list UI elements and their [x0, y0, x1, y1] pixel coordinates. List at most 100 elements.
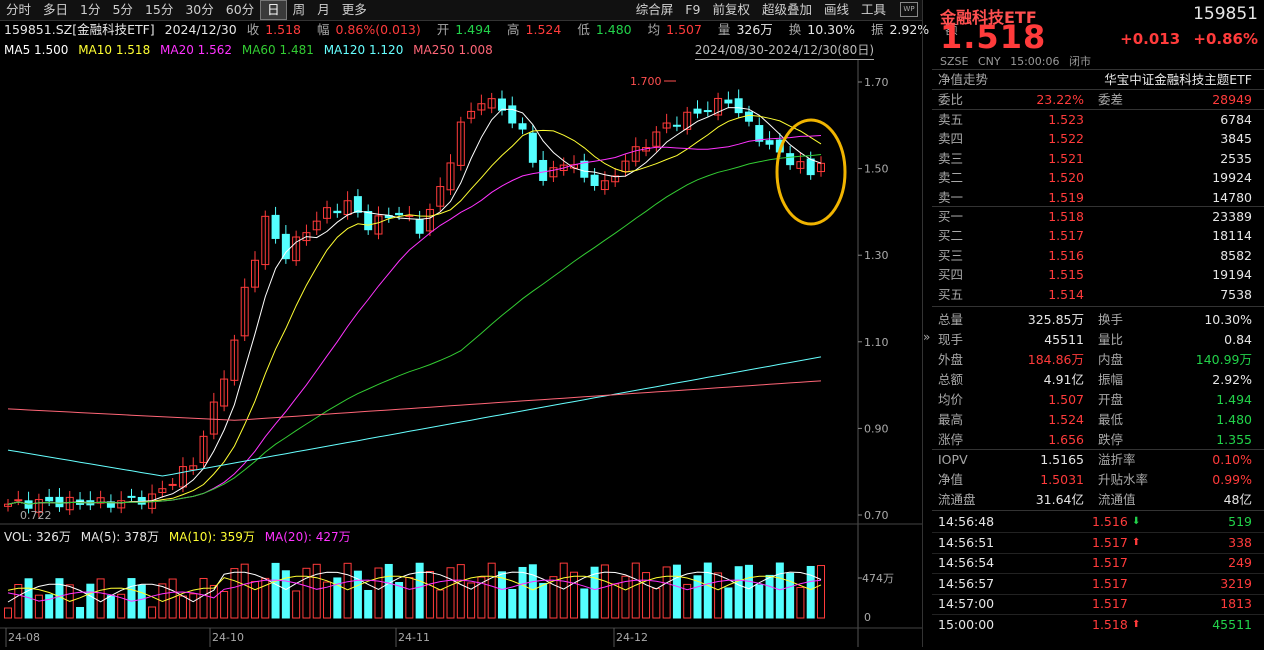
- period-tab[interactable]: 5分: [112, 2, 133, 17]
- candle-body: [425, 208, 434, 232]
- period-tab[interactable]: 更多: [341, 2, 367, 17]
- period-tab[interactable]: 1分: [80, 2, 101, 17]
- period-tab[interactable]: 月: [317, 2, 330, 17]
- kline-chart-area[interactable]: 1.70 1.50 1.30 1.10 0.90 0.70 474万 0 24-08 24-10 2…: [0, 60, 922, 647]
- candle-body: [539, 159, 548, 181]
- volume-bar: [220, 590, 229, 619]
- tick-volume: 519: [1228, 514, 1252, 529]
- volume-bar: [518, 566, 527, 619]
- candle-body: [724, 99, 733, 104]
- volume-bar: [137, 584, 146, 619]
- candle-body: [323, 207, 332, 219]
- highlight-circle: [775, 118, 847, 226]
- index-name: 华宝中证金融科技主题ETF: [1104, 72, 1252, 87]
- volume-legend: VOL: 326万 MA(5): 378万 MA(10): 359万 MA(20…: [4, 528, 357, 545]
- expand-chevron-icon[interactable]: »: [923, 330, 931, 344]
- candle-body: [714, 97, 723, 116]
- etf-stat-value: 1.5165: [1040, 452, 1084, 467]
- candle-body: [590, 174, 599, 186]
- toolbar-button[interactable]: 超级叠加: [761, 2, 812, 17]
- candle-body: [240, 286, 249, 337]
- wp-logo-icon[interactable]: WP: [900, 2, 918, 17]
- volume-bar: [652, 587, 661, 619]
- ask-price: 1.519: [1048, 189, 1084, 205]
- volume-bar: [436, 589, 445, 619]
- period-tab[interactable]: 多日: [43, 2, 69, 17]
- candle-body: [199, 435, 208, 463]
- nav-title[interactable]: 净值走势: [938, 72, 989, 87]
- volume-bar: [817, 565, 825, 619]
- kline-chart-svg[interactable]: 1.70 1.50 1.30 1.10 0.90 0.70 474万 0 24-08 24-10 2…: [0, 60, 922, 647]
- candle-body: [467, 110, 476, 119]
- tick-time: 14:56:51: [938, 534, 995, 550]
- candle-body: [333, 210, 342, 214]
- candle-body: [446, 162, 455, 191]
- volume-bar: [714, 572, 723, 619]
- volume-bar: [127, 578, 136, 619]
- bid-label: 买三: [938, 247, 964, 263]
- ask-volume: 14780: [1212, 189, 1252, 205]
- candle-body: [477, 103, 486, 111]
- volume-bar: [405, 577, 414, 619]
- volume-bar: [775, 562, 784, 619]
- candle-body: [312, 220, 321, 231]
- tick-volume: 338: [1228, 534, 1252, 550]
- bid-row: 买五 1.514 7538: [932, 285, 1264, 304]
- candle-body: [374, 215, 383, 235]
- period-tab[interactable]: 分时: [6, 2, 32, 17]
- volume-bar: [281, 570, 290, 619]
- bid-label: 买五: [938, 286, 964, 302]
- candle-body: [45, 496, 54, 502]
- ask-price: 1.523: [1048, 112, 1084, 127]
- etf-stat-value: 0.10%: [1212, 452, 1252, 467]
- candle-body: [168, 483, 177, 486]
- tick-time: 15:00:00: [938, 616, 995, 632]
- ask-row: 卖五 1.523 6784: [932, 110, 1264, 129]
- toolbar-button[interactable]: 综合屏: [635, 2, 674, 17]
- bid-price: 1.517: [1048, 228, 1084, 244]
- volume-bar: [734, 566, 743, 619]
- arrow-up-icon: ⬆: [1132, 536, 1141, 548]
- ma5-line: [7, 107, 822, 505]
- volume-bar: [786, 572, 795, 619]
- ask-row: 卖一 1.519 14780: [932, 188, 1264, 207]
- time: 15:00:06: [1010, 55, 1060, 68]
- market-meta: SZSE CNY 15:00:06 闭市: [940, 53, 1097, 69]
- date-range-label[interactable]: 2024/08/30-2024/12/30(80日): [694, 41, 874, 60]
- toolbar-button[interactable]: 画线: [823, 2, 849, 17]
- tick-volume: 3219: [1220, 575, 1252, 591]
- toolbar-button[interactable]: 前复权: [712, 2, 750, 17]
- candle-body: [528, 132, 537, 163]
- bid-row: 买四 1.515 19194: [932, 265, 1264, 284]
- market-status: 闭市: [1069, 55, 1091, 68]
- toolbar-button[interactable]: 工具: [860, 2, 886, 17]
- period-tab[interactable]: 15分: [144, 2, 174, 17]
- volume-bar: [117, 593, 126, 619]
- volume-bar: [621, 575, 630, 619]
- period-tab[interactable]: 30分: [185, 2, 214, 17]
- period-tab[interactable]: 60分: [225, 2, 255, 17]
- volume-bar: [34, 594, 43, 619]
- avg-label: 均: [647, 22, 661, 37]
- period-tab[interactable]: 日: [260, 0, 287, 20]
- stat-label: 现手: [938, 332, 964, 347]
- volume-bar: [76, 606, 85, 619]
- panel-divider: [922, 0, 923, 647]
- toolbar-button[interactable]: F9: [685, 2, 701, 17]
- bid-volume: 19194: [1212, 267, 1252, 283]
- stat-value: 184.86万: [1027, 352, 1084, 367]
- bid-label: 买二: [938, 228, 964, 244]
- candle-body: [744, 111, 753, 122]
- volume-bar: [415, 562, 424, 619]
- volume-bar: [642, 572, 651, 619]
- tick-time: 14:56:48: [938, 514, 995, 529]
- volume-bar: [250, 581, 259, 619]
- security-name: 金融科技ETF: [940, 8, 1037, 27]
- volume-bar: [631, 562, 640, 619]
- candle-body: [55, 496, 64, 508]
- etf-stat-row: 净值 1.5031 升贴水率 0.99%: [932, 470, 1264, 489]
- etf-stat-label: 流通值: [1098, 492, 1136, 507]
- period-tab[interactable]: 周: [292, 2, 306, 17]
- nav-row[interactable]: 净值走势 华宝中证金融科技主题ETF: [932, 70, 1264, 89]
- stat-value: 1.494: [1216, 392, 1252, 407]
